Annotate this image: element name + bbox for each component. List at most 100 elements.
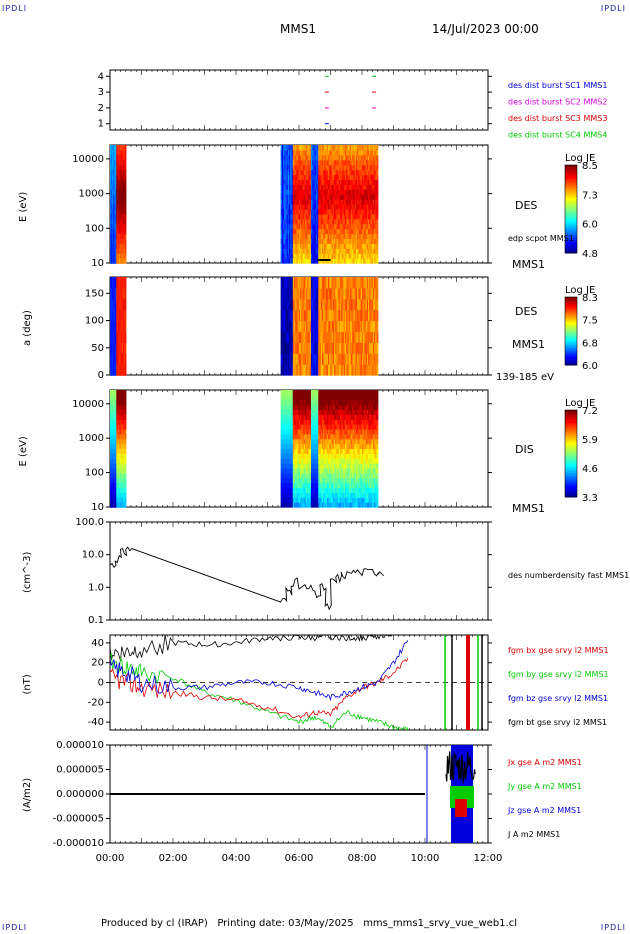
spectrogram-cell — [335, 174, 338, 181]
spectrogram-cell — [357, 204, 359, 210]
spectrogram-cell — [369, 228, 372, 235]
spectrogram-cell — [304, 208, 307, 215]
spectrogram-cell — [371, 145, 374, 151]
spectrogram-cell — [361, 253, 364, 259]
spectrogram-cell — [281, 189, 284, 195]
spectrogram-cell — [303, 149, 306, 156]
spectrogram-cell — [315, 189, 318, 195]
spectrogram-cell — [353, 223, 356, 230]
spectrogram-cell — [357, 238, 359, 244]
spectrogram-cell — [348, 248, 351, 254]
spectrogram-cell — [295, 174, 298, 181]
spectrogram-cell — [372, 145, 375, 151]
spectrogram-cell — [290, 238, 293, 244]
spectrogram-cell — [281, 243, 284, 249]
spectrogram-cell — [291, 194, 294, 200]
spectrogram-cell — [360, 223, 363, 230]
spectrogram-cell — [338, 204, 341, 210]
spectrogram-cell — [334, 145, 336, 151]
spectrogram-cell — [374, 253, 376, 259]
spectrogram-cell — [315, 169, 318, 176]
spectrogram-cell — [318, 238, 321, 244]
spectrogram-cell — [338, 184, 341, 190]
spectrogram-cell — [348, 233, 351, 240]
spectrogram-cell — [317, 248, 319, 254]
spectrogram-cell — [371, 258, 374, 264]
spectrogram-cell — [323, 238, 325, 244]
spectrogram-cell — [321, 218, 324, 225]
spectrogram-cell — [307, 218, 310, 225]
spectrogram-cell — [320, 169, 323, 176]
spectrogram-cell — [335, 149, 338, 156]
spectrogram-cell — [346, 179, 348, 185]
spectrogram-cell — [310, 213, 313, 220]
spectrogram-cell — [286, 253, 289, 259]
spectrogram-cell — [323, 204, 325, 210]
spectrogram-cell — [335, 199, 338, 205]
spectrogram-cell — [307, 223, 310, 230]
spectrogram-cell — [283, 258, 285, 264]
spectrogram-cell — [325, 154, 328, 161]
spectrogram-cell — [351, 199, 353, 205]
spectrogram-cell — [343, 149, 346, 156]
spectrogram-cell — [361, 174, 364, 181]
spectrogram-cell — [297, 258, 300, 264]
spectrogram-cell — [295, 208, 298, 215]
spectrogram-cell — [291, 204, 294, 210]
spectrogram-cell — [330, 164, 333, 171]
spectrogram-cell — [366, 194, 369, 200]
spectrogram-cell — [343, 233, 346, 240]
spectrogram-cell — [359, 164, 362, 171]
spectrogram-cell — [337, 174, 340, 181]
spectrogram-cell — [336, 194, 339, 200]
spectrogram-cell — [375, 213, 378, 220]
spectrogram-cell — [285, 213, 288, 220]
spectrogram-cell — [331, 189, 334, 195]
spectrogram-cell — [351, 238, 353, 244]
spectrogram-cell — [353, 154, 356, 161]
spectrogram-cell — [337, 149, 340, 156]
spectrogram-cell — [376, 164, 379, 171]
spectrogram-cell — [349, 253, 352, 259]
spectrogram-cell — [364, 228, 367, 235]
spectrogram-cell — [300, 208, 302, 215]
spectrogram-cell — [125, 213, 127, 220]
spectrogram-cell — [326, 154, 329, 161]
spectrogram-cell — [319, 164, 322, 171]
spectrogram-cell — [302, 194, 305, 200]
spectrogram-cell — [280, 179, 283, 185]
spectrogram-cell — [370, 179, 373, 185]
spectrogram-cell — [374, 243, 376, 249]
spectrogram-cell — [314, 184, 317, 190]
spectrogram-cell — [337, 179, 340, 185]
spectrogram-cell — [284, 194, 287, 200]
spectrogram-cell — [321, 145, 324, 151]
spectrogram-cell — [323, 184, 325, 190]
spectrogram-cell — [368, 169, 370, 176]
spectrogram-cell — [369, 208, 372, 215]
spectrogram-cell — [286, 218, 289, 225]
spectrogram-cell — [359, 213, 362, 220]
spectrogram-cell — [290, 218, 293, 225]
spectrogram-cell — [340, 174, 342, 181]
spectrogram-cell — [280, 243, 283, 249]
spectrogram-cell — [355, 233, 358, 240]
spectrogram-cell — [308, 145, 311, 151]
spectrogram-cell — [285, 204, 288, 210]
spectrogram-cell — [348, 223, 351, 230]
spectrogram-cell — [374, 189, 376, 195]
spectrogram-cell — [370, 208, 373, 215]
spectrogram-cell — [348, 199, 351, 205]
spectrogram-cell — [300, 159, 302, 166]
spectrogram-cell — [370, 164, 373, 171]
spectrogram-cell — [369, 149, 372, 156]
spectrogram-cell — [125, 208, 127, 215]
spectrogram-cell — [376, 208, 379, 215]
spectrogram-cell — [314, 228, 317, 235]
spectrogram-cell — [303, 159, 306, 166]
spectrogram-cell — [336, 189, 339, 195]
spectrogram-cell — [289, 149, 291, 156]
spectrogram-cell — [344, 189, 347, 195]
spectrogram-cell — [283, 199, 285, 205]
spectrogram-cell — [353, 159, 356, 166]
